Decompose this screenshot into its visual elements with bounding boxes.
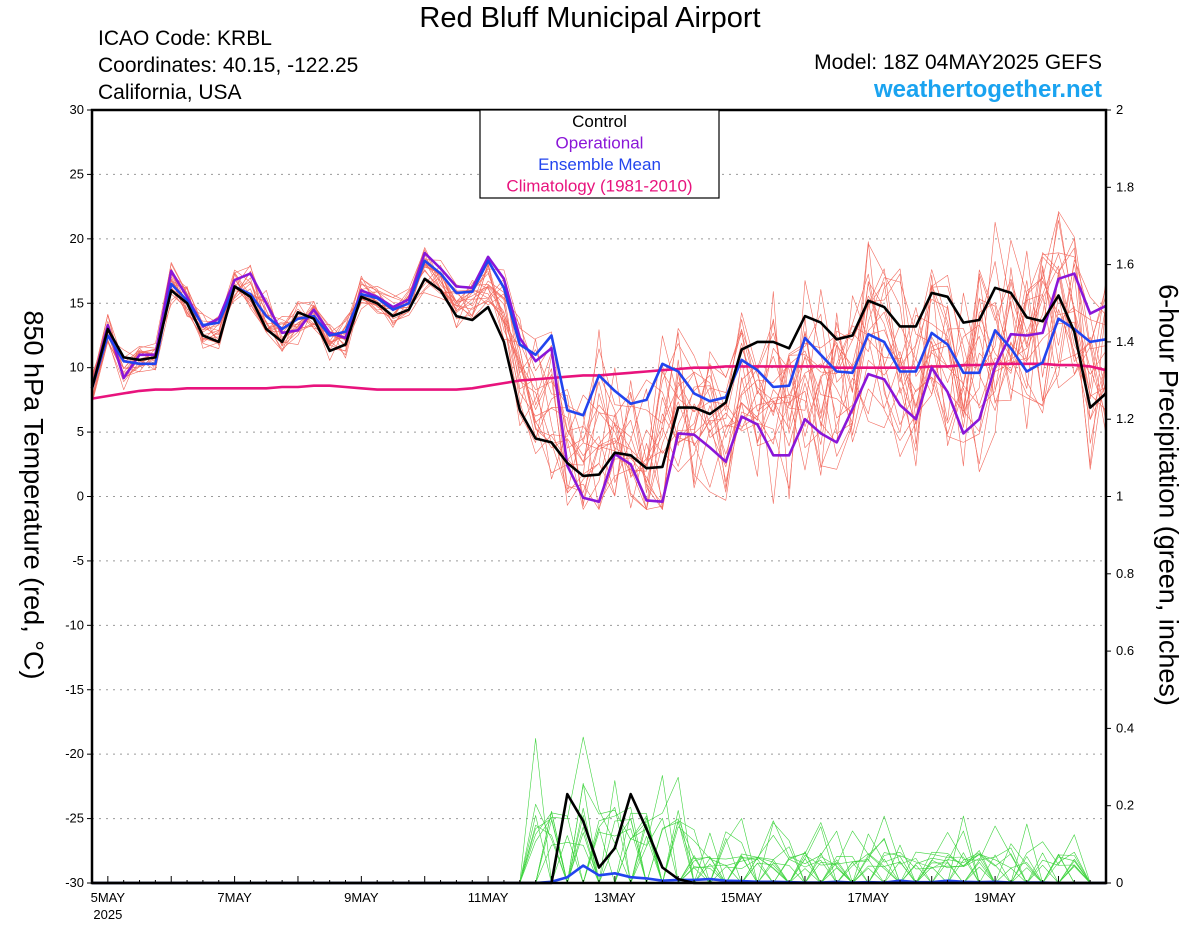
x-tick-label: 13MAY bbox=[594, 890, 636, 905]
y-tick-label-left: 5 bbox=[77, 424, 84, 439]
y-tick-label-left: 10 bbox=[70, 360, 84, 375]
y-tick-label-left: -5 bbox=[72, 553, 84, 568]
member-temp-line bbox=[91, 263, 1107, 482]
member-temp-line bbox=[91, 252, 1107, 510]
y-tick-label-left: 25 bbox=[70, 166, 84, 181]
member-temp-line bbox=[91, 253, 1107, 500]
y-tick-label-left: 30 bbox=[70, 102, 84, 117]
y-tick-label-right: 0.8 bbox=[1116, 566, 1134, 581]
x-tick-label: 7MAY bbox=[217, 890, 252, 905]
operational-temp-line bbox=[90, 251, 1107, 503]
y-tick-label-right: 1.2 bbox=[1116, 411, 1134, 426]
model-run: Model: 18Z 04MAY2025 GEFS bbox=[814, 51, 1102, 74]
legend-entry: Control bbox=[572, 112, 627, 131]
y-tick-label-left: 15 bbox=[70, 295, 84, 310]
x-tick-label: 9MAY bbox=[344, 890, 379, 905]
member-precip-line bbox=[92, 736, 1106, 884]
y-tick-label-left: -25 bbox=[65, 811, 84, 826]
member-precip-line bbox=[92, 807, 1106, 884]
y-tick-label-right: 1.8 bbox=[1116, 179, 1134, 194]
legend-box bbox=[479, 109, 720, 199]
y-tick-label-right: 0 bbox=[1116, 875, 1123, 890]
member-temp-line bbox=[91, 261, 1107, 504]
legend-entry: Ensemble Mean bbox=[538, 155, 661, 174]
member-precip-line bbox=[92, 812, 1106, 884]
legend-entry: Climatology (1981-2010) bbox=[506, 177, 692, 196]
ensemble-mean-temp-line bbox=[90, 259, 1107, 417]
y-tick-label-right: 2 bbox=[1116, 102, 1123, 117]
y-tick-label-left: -30 bbox=[65, 875, 84, 890]
x-tick-label: 11MAY bbox=[468, 890, 509, 905]
member-temp-line bbox=[91, 249, 1107, 510]
x-tick-label: 19MAY bbox=[974, 890, 1016, 905]
x-tick-label: 17MAY bbox=[848, 890, 890, 905]
x-tick-label: 15MAY bbox=[721, 890, 763, 905]
region: California, USA bbox=[98, 81, 242, 104]
icao-code: ICAO Code: KRBL bbox=[98, 27, 272, 50]
y-tick-label-right: 0.2 bbox=[1116, 798, 1134, 813]
y-tick-label-left: -15 bbox=[65, 682, 84, 697]
y-tick-label-right: 0.6 bbox=[1116, 643, 1134, 658]
y-tick-label-left: -10 bbox=[65, 617, 84, 632]
x-tick-label: 5MAY bbox=[91, 890, 126, 905]
y-tick-label-right: 1 bbox=[1116, 489, 1123, 504]
member-temp-line bbox=[91, 213, 1107, 480]
member-temp-line bbox=[91, 211, 1107, 510]
control-temp-line bbox=[90, 277, 1107, 478]
coordinates: Coordinates: 40.15, -122.25 bbox=[98, 54, 359, 77]
x-tick-sublabel: 2025 bbox=[93, 907, 122, 922]
y-tick-label-right: 1.6 bbox=[1116, 257, 1134, 272]
legend-entry: Operational bbox=[556, 134, 644, 153]
control-precip-line bbox=[92, 792, 1106, 885]
y-tick-label-left: 20 bbox=[70, 231, 84, 246]
site-link[interactable]: weathertogether.net bbox=[873, 76, 1102, 103]
member-temp-line bbox=[91, 262, 1107, 497]
member-temp-line bbox=[91, 220, 1107, 494]
member-precip-line bbox=[92, 738, 1106, 884]
y-tick-label-right: 1.4 bbox=[1116, 334, 1134, 349]
member-temp-line bbox=[91, 221, 1107, 467]
y-tick-label-right: 0.4 bbox=[1116, 720, 1134, 735]
y-tick-label-left: 0 bbox=[77, 489, 84, 504]
y-tick-label-left: -20 bbox=[65, 746, 84, 761]
chart-title: Red Bluff Municipal Airport bbox=[419, 2, 761, 34]
